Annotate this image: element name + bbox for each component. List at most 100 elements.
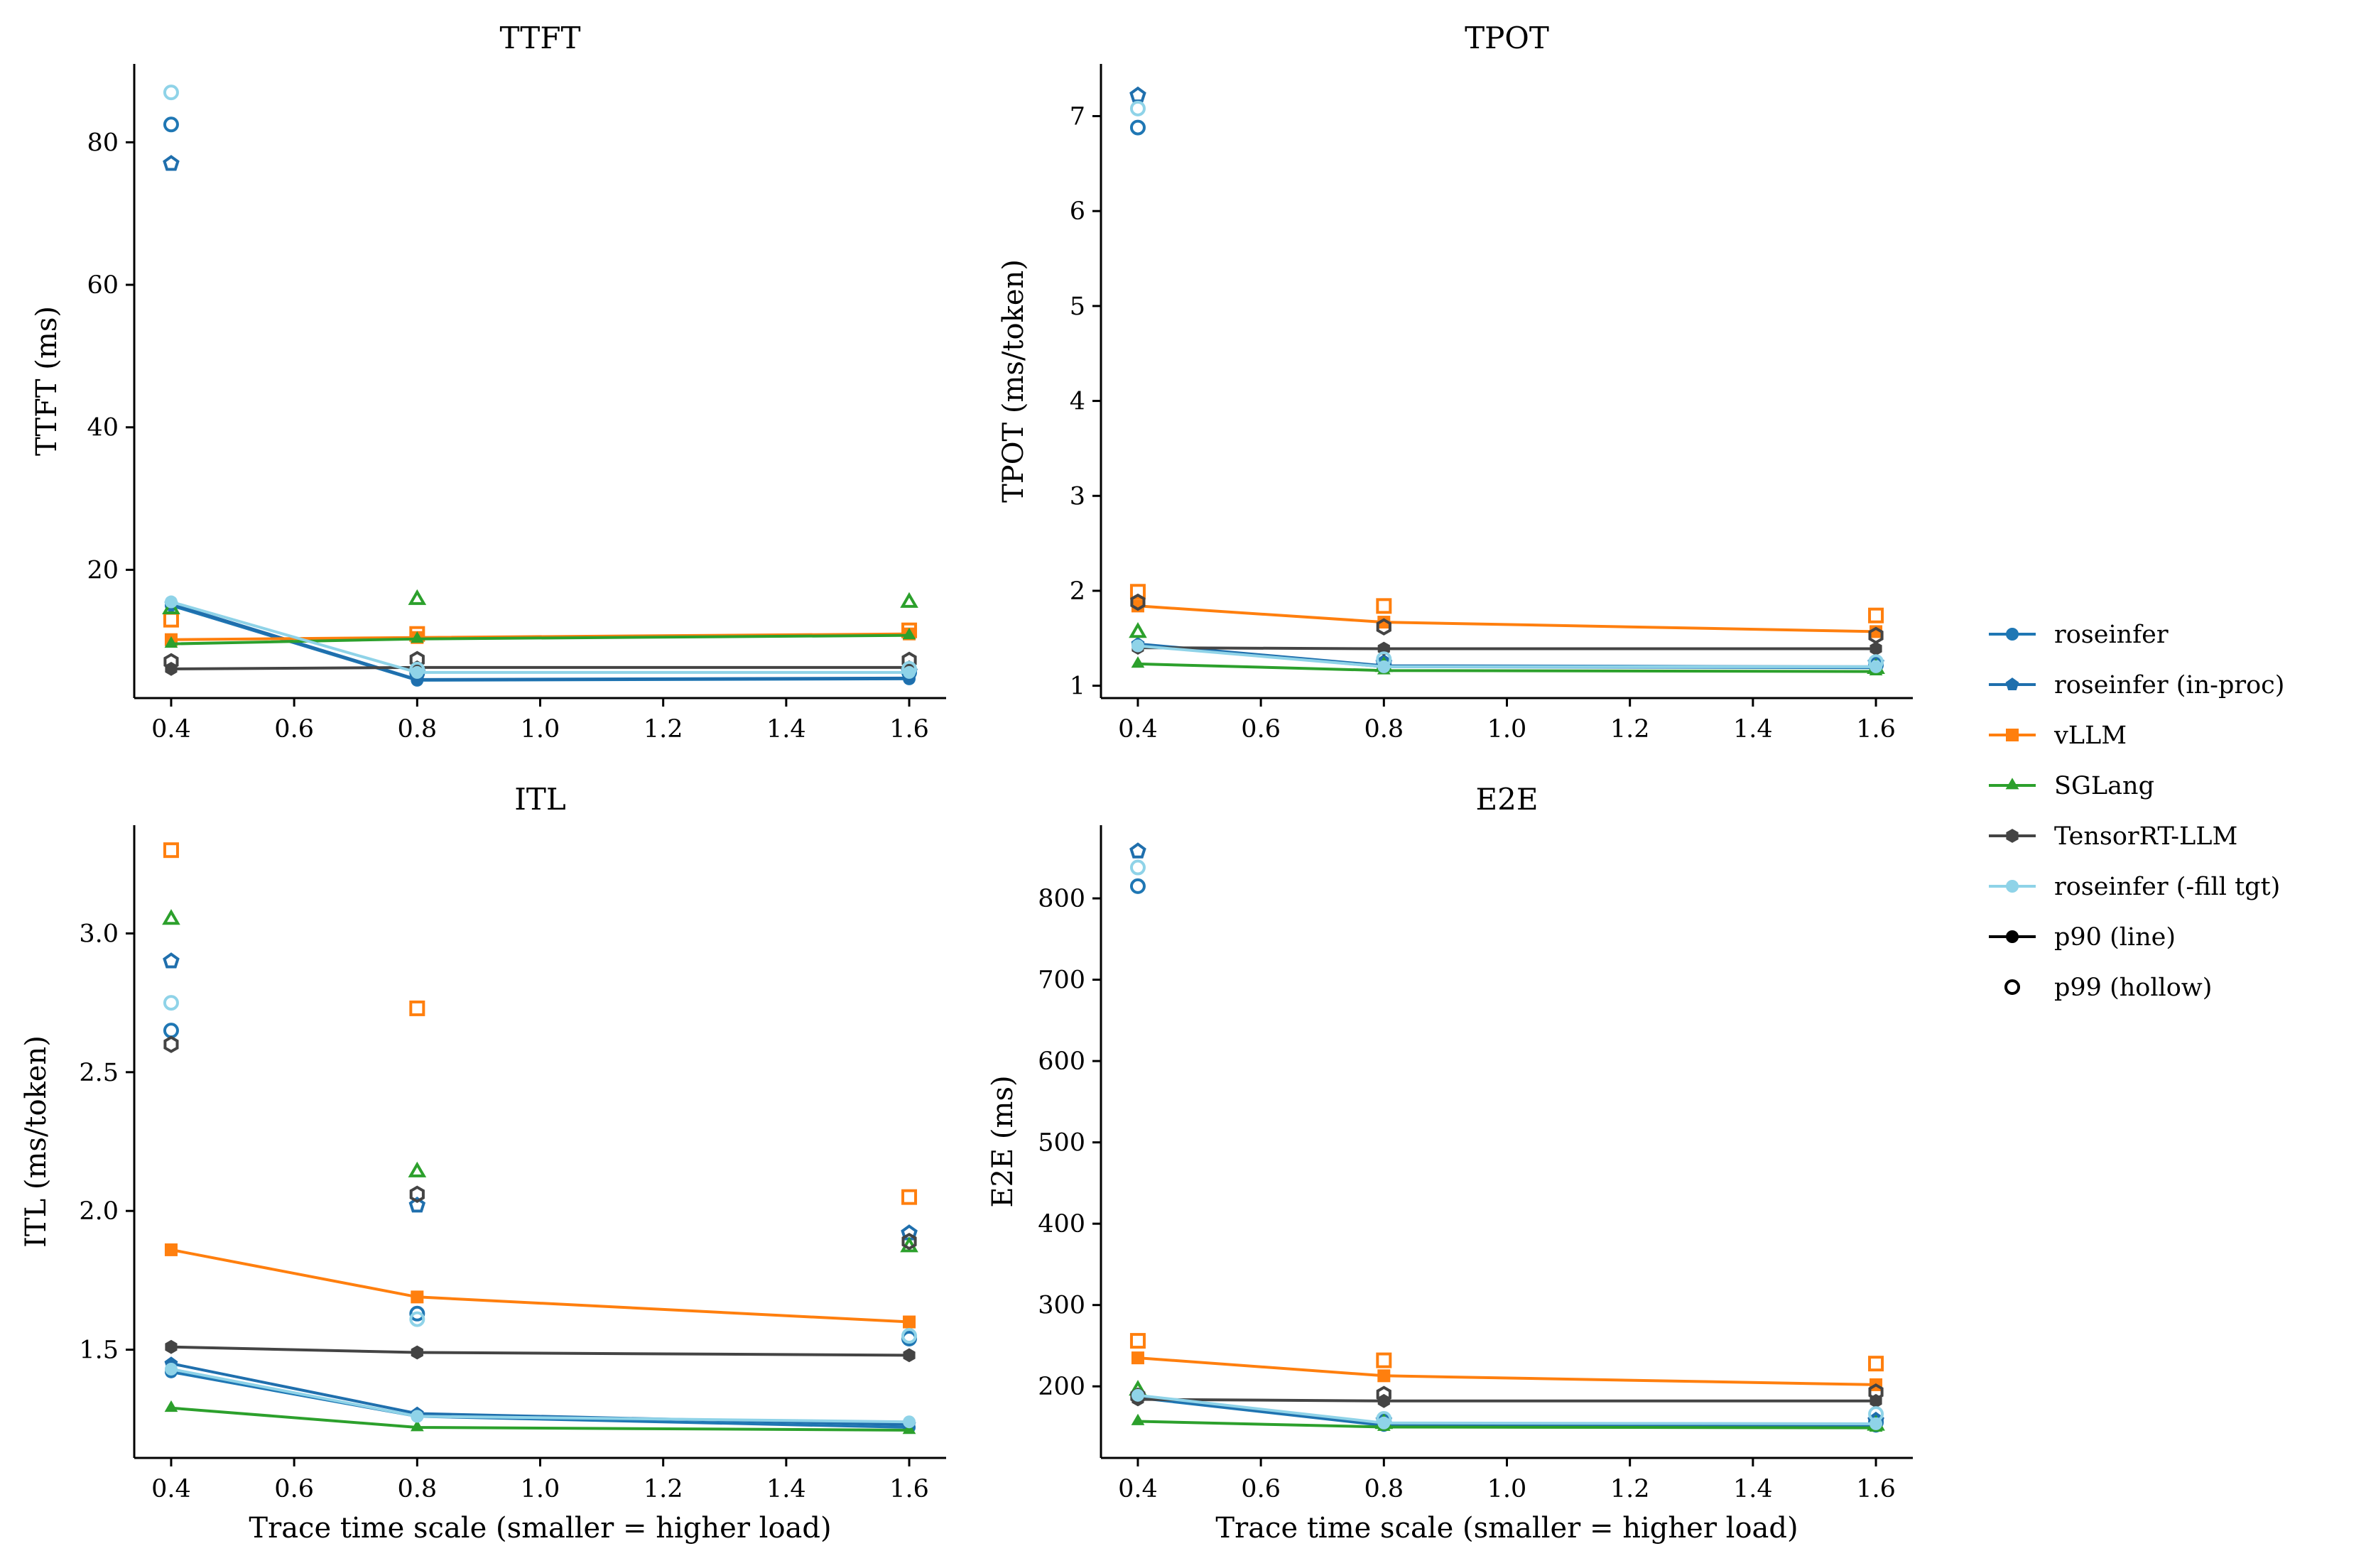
panel-title: E2E (1475, 782, 1538, 817)
y-axis-label: E2E (ms) (987, 1075, 1019, 1207)
series-roseinfer-in-proc (1129, 842, 1884, 1432)
x-tick-label: 1.4 (766, 715, 806, 744)
p90-line (1137, 1356, 1877, 1386)
p99-point (1129, 1333, 1146, 1349)
p99-point (1376, 618, 1391, 636)
series-roseinfer-fill-tgt (163, 85, 918, 679)
p90-point (1131, 656, 1145, 668)
y-tick-label: 2.5 (79, 1059, 119, 1087)
x-tick-label: 1.2 (1610, 715, 1650, 744)
series-roseinfer-fill-tgt (1129, 859, 1884, 1430)
p99-point (901, 1328, 918, 1344)
y-tick-label: 7 (1070, 103, 1085, 131)
legend-label: roseinfer (-fill tgt) (2054, 873, 2280, 901)
p99-point (901, 660, 918, 677)
p90-line (170, 1248, 910, 1324)
p99-point (1129, 86, 1146, 103)
legend-entry-roseinfer-in-proc: roseinfer (in-proc) (1989, 671, 2284, 699)
legend-marker (2005, 677, 2019, 690)
p99-point (409, 1305, 425, 1322)
p99-point (1868, 607, 1884, 624)
x-tick-label: 0.4 (1118, 1475, 1158, 1503)
legend-marker (2005, 778, 2019, 790)
p90-point (164, 1362, 178, 1376)
p90-line (1137, 1398, 1876, 1403)
x-tick-label: 0.4 (151, 715, 191, 744)
p99-point (409, 1311, 425, 1327)
series-roseinfer (163, 1023, 918, 1434)
x-tick-label: 0.6 (274, 715, 314, 744)
panel-title: ITL (514, 782, 566, 817)
legend-entry-sglang: SGLang (1989, 772, 2154, 800)
p90-point (1131, 639, 1144, 653)
legend-marker (2004, 979, 2020, 995)
p90-point (411, 1345, 423, 1360)
y-tick-label: 60 (87, 271, 119, 300)
p99-point (409, 1000, 425, 1016)
panel-title: TTFT (500, 21, 581, 55)
y-tick-label: 600 (1038, 1047, 1085, 1076)
y-tick-label: 200 (1038, 1373, 1085, 1401)
p99-point (1130, 1387, 1146, 1405)
series-roseinfer (163, 116, 918, 687)
p99-point (162, 909, 180, 925)
panel-tpot: TPOT 0.4 0.6 0.8 1.0 1.2 1.4 1.6 1 2 3 4 5 6 7 TPOT (ms… (997, 21, 1913, 744)
x-tick-label: 0.6 (1241, 715, 1281, 744)
legend-marker (2006, 628, 2019, 641)
x-tick-label: 1.4 (766, 1475, 806, 1503)
x-tick-label: 0.6 (1241, 1475, 1281, 1503)
p90-point (1131, 1413, 1145, 1425)
p99-point (901, 1232, 917, 1251)
series-roseinfer (1129, 878, 1884, 1433)
p90-point (903, 1315, 916, 1329)
legend: roseinfer roseinfer (in-proc) vLLM SGLang Te… (1989, 621, 2284, 1002)
x-axis-label: Trace time scale (smaller = higher load) (1215, 1512, 1798, 1545)
p90-point (1870, 625, 1883, 638)
y-tick-label: 1 (1070, 673, 1085, 701)
p90-point (902, 627, 916, 640)
series-vllm (1129, 1333, 1884, 1391)
p99-point (163, 1035, 179, 1053)
panel-title: TPOT (1465, 21, 1549, 55)
p99-point (1868, 1406, 1884, 1422)
x-tick-label: 1.0 (1487, 1475, 1527, 1503)
p99-point (163, 995, 179, 1011)
y-axis-label: TTFT (ms) (31, 306, 63, 456)
p99-point (1129, 859, 1146, 876)
x-tick-label: 1.0 (521, 715, 560, 744)
legend-label: TensorRT-LLM (2054, 822, 2237, 851)
p90-point (164, 1400, 178, 1412)
p99-point (163, 116, 179, 133)
x-tick-label: 1.4 (1733, 715, 1773, 744)
p90-point (164, 636, 178, 648)
x-tick-label: 1.0 (1487, 715, 1527, 744)
legend-label: roseinfer (in-proc) (2054, 671, 2284, 699)
y-tick-label: 2.0 (79, 1197, 119, 1226)
x-tick-label: 0.8 (397, 715, 437, 744)
series-roseinfer-in-proc (163, 155, 918, 685)
p90-point (411, 1290, 424, 1304)
p99-point (409, 661, 425, 677)
x-tick-label: 1.6 (889, 715, 929, 744)
p99-point (1129, 119, 1146, 136)
x-tick-label: 1.6 (889, 1475, 929, 1503)
legend-entry-vllm: vLLM (1989, 722, 2127, 750)
p99-point (1868, 626, 1884, 645)
p90-point (1131, 599, 1144, 613)
p99-point (163, 1023, 179, 1039)
panel-itl: ITL 0.4 0.6 0.8 1.0 1.2 1.4 1.6 1.5 2.0 2.5 3.0 ITL … (20, 782, 946, 1545)
x-tick-label: 1.2 (644, 715, 683, 744)
legend-marker (2006, 829, 2019, 843)
x-tick-label: 0.8 (397, 1475, 437, 1503)
legend-entry-roseinfer: roseinfer (1989, 621, 2169, 649)
x-tick-label: 0.4 (1118, 715, 1158, 744)
p99-point (1129, 584, 1146, 600)
p99-point (900, 592, 918, 608)
p90-line (1137, 604, 1877, 633)
series-roseinfer-in-proc (1129, 86, 1884, 673)
p90-line (170, 665, 909, 670)
y-tick-label: 1.5 (79, 1336, 119, 1365)
series-tensorrt-llm (163, 1035, 917, 1363)
x-tick-label: 0.8 (1364, 1475, 1404, 1503)
